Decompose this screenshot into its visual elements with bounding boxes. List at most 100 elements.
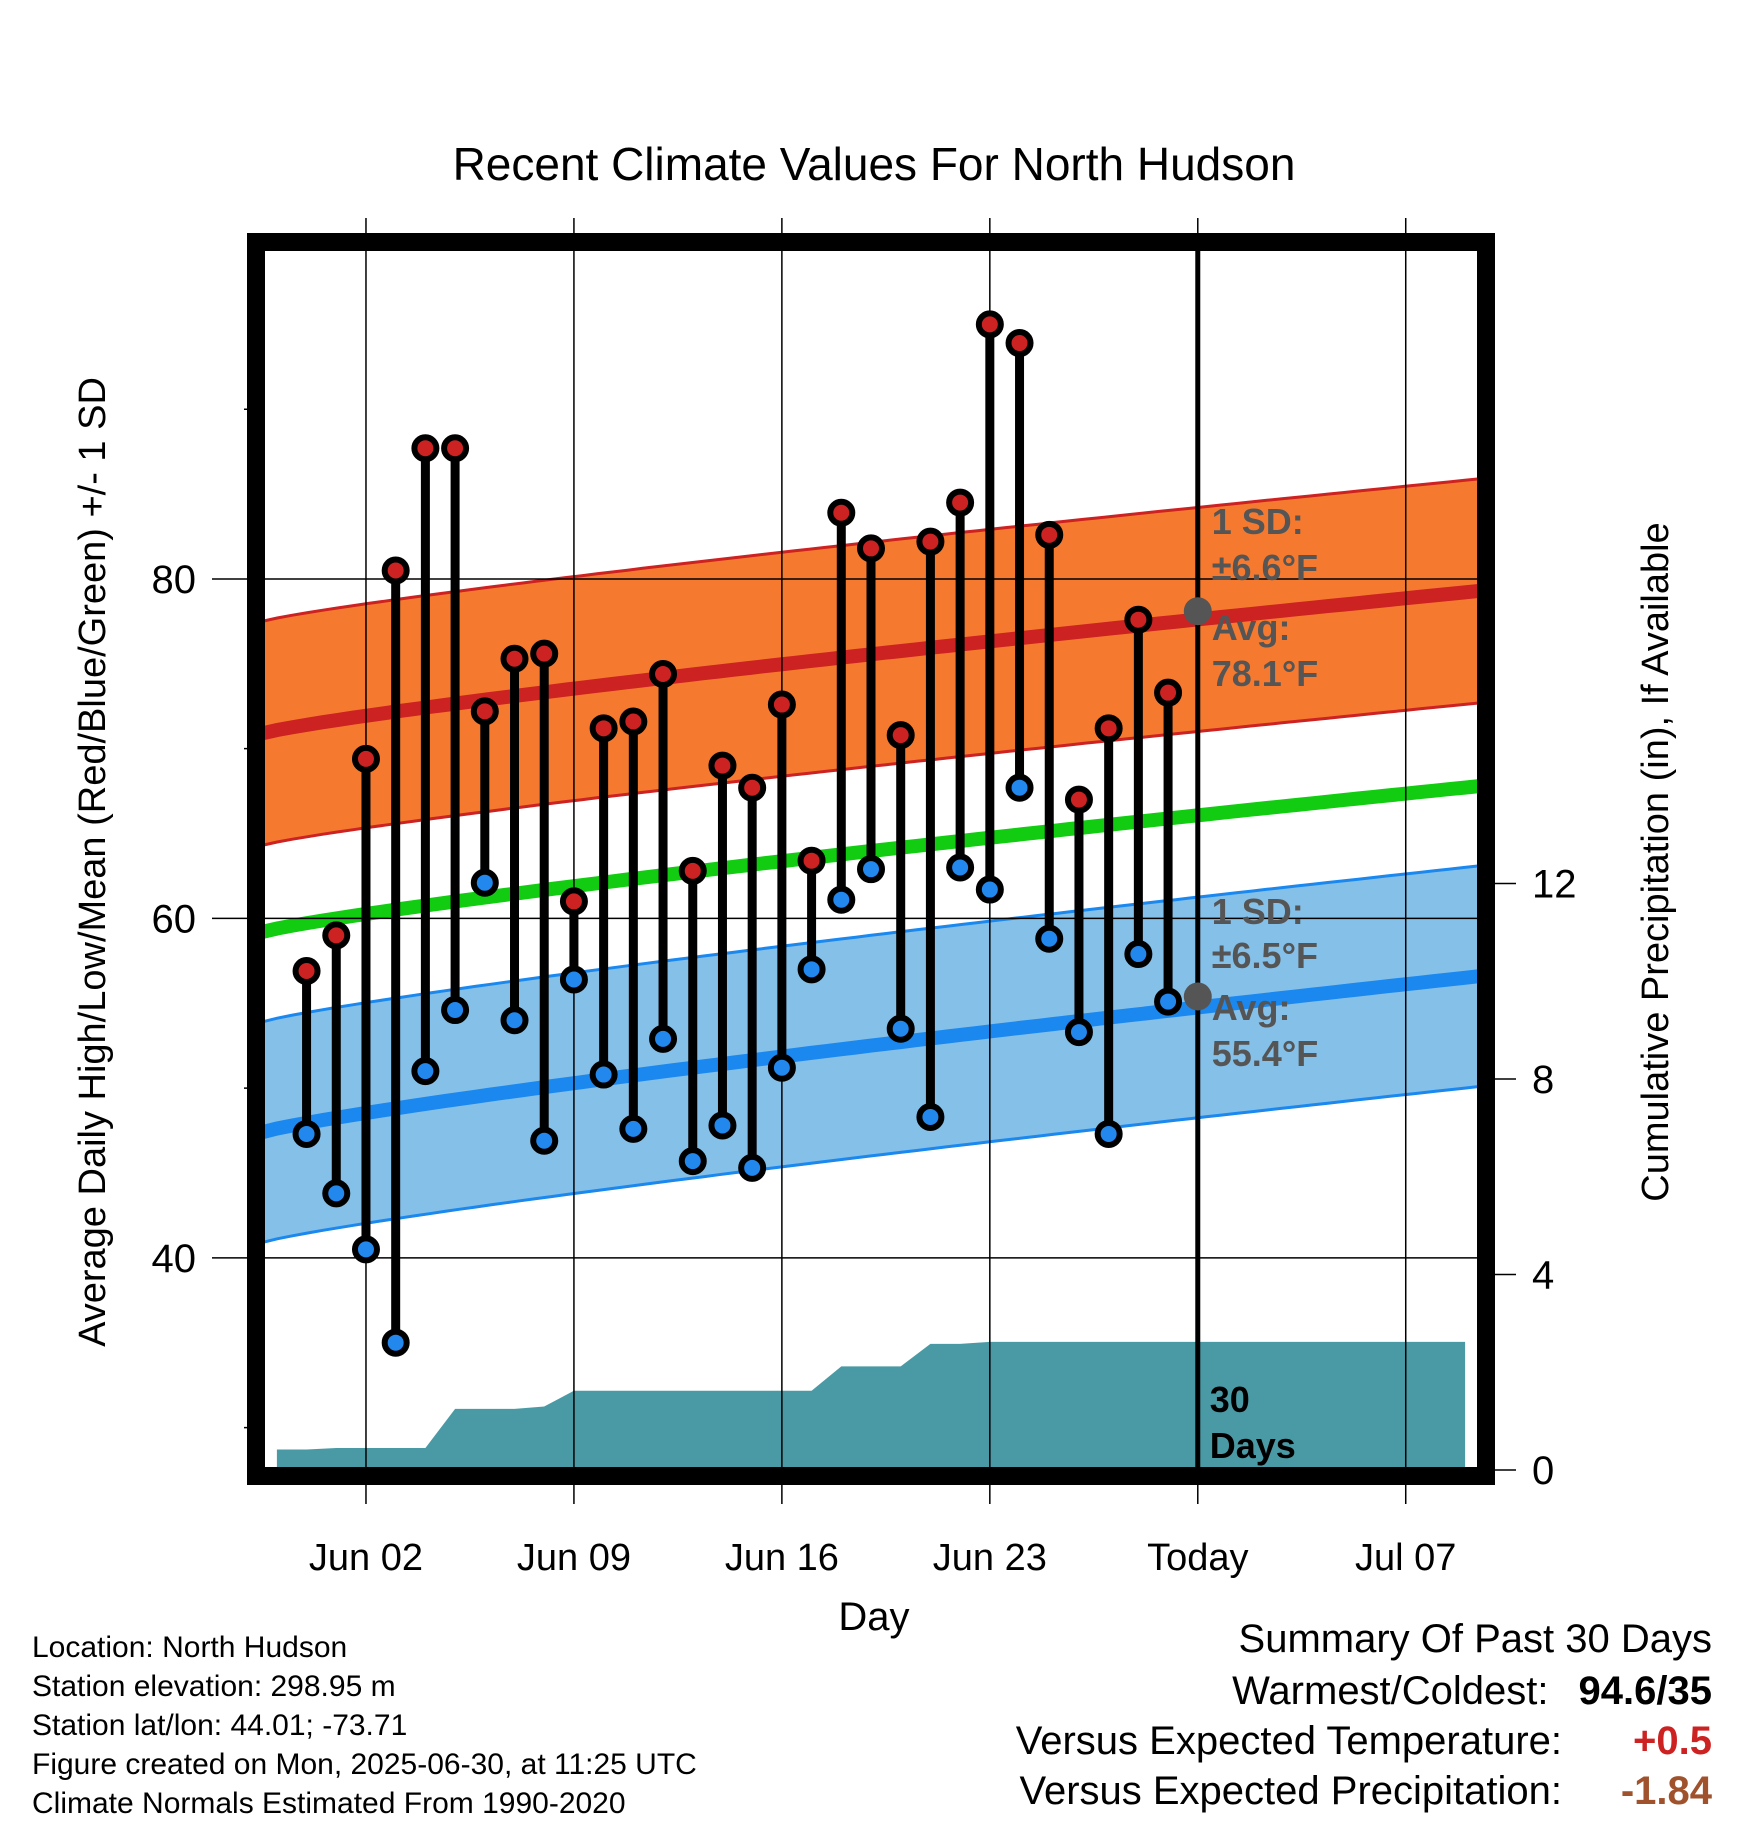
x-tick-label: Jun 23 bbox=[933, 1537, 1047, 1579]
daily-high-point bbox=[351, 744, 380, 773]
today-days-label-text: Days bbox=[1210, 1425, 1296, 1466]
low-avg-today-marker bbox=[1183, 982, 1212, 1011]
daily-low-point bbox=[708, 1111, 737, 1140]
daily-low-point bbox=[946, 853, 975, 882]
daily-high-point bbox=[916, 527, 945, 556]
daily-high-point bbox=[559, 887, 588, 916]
daily-high-point bbox=[886, 721, 915, 750]
daily-high-point bbox=[1005, 329, 1034, 358]
y-tick-label-left: 60 bbox=[152, 897, 197, 941]
plot-area: Jun 02 Jun 09 Jun 16 Jun 23 Today Jul 0740608… bbox=[152, 218, 1577, 1579]
warmest-coldest-value: 94.6/35 bbox=[1578, 1669, 1712, 1713]
daily-low-point bbox=[381, 1328, 410, 1357]
daily-low-point bbox=[678, 1147, 707, 1176]
daily-high-point bbox=[292, 957, 321, 986]
low-sd-label: 1 SD: bbox=[1212, 891, 1304, 932]
high-sd-value: ±6.6°F bbox=[1212, 547, 1318, 588]
today-days-label-number: 30 bbox=[1210, 1379, 1250, 1420]
daily-high-point bbox=[470, 697, 499, 726]
latlon-text: Station lat/lon: 44.01; -73.71 bbox=[32, 1709, 408, 1742]
warmest-coldest-label: Warmest/Coldest: bbox=[1232, 1669, 1549, 1713]
precip-anomaly-value: -1.84 bbox=[1620, 1769, 1712, 1813]
low-sd-band bbox=[262, 865, 1480, 1243]
daily-low-point bbox=[351, 1235, 380, 1264]
y-axis-label-right: Cumulative Precipitation (in), If Availa… bbox=[1635, 522, 1677, 1201]
daily-low-point bbox=[441, 996, 470, 1025]
daily-low-point bbox=[1035, 924, 1064, 953]
daily-high-point bbox=[797, 846, 826, 875]
daily-low-point bbox=[619, 1114, 648, 1143]
daily-low-point bbox=[738, 1153, 767, 1182]
daily-high-point bbox=[619, 707, 648, 736]
created-text: Figure created on Mon, 2025-06-30, at 11… bbox=[32, 1748, 697, 1781]
summary-title: Summary Of Past 30 Days bbox=[1238, 1617, 1712, 1661]
temp-anomaly-label: Versus Expected Temperature: bbox=[1015, 1719, 1562, 1763]
daily-high-point bbox=[322, 921, 351, 950]
daily-high-point bbox=[1154, 678, 1183, 707]
daily-high-point bbox=[649, 660, 678, 689]
summary-panel: Summary Of Past 30 Days Warmest/Coldest:… bbox=[1016, 1617, 1712, 1819]
daily-low-point bbox=[411, 1057, 440, 1086]
precip-anomaly-label: Versus Expected Precipitation: bbox=[1019, 1769, 1562, 1813]
daily-high-point bbox=[589, 714, 618, 743]
daily-high-point bbox=[441, 434, 470, 463]
daily-low-point bbox=[857, 855, 885, 884]
low-avg-value: 55.4°F bbox=[1212, 1033, 1318, 1074]
normals-text: Climate Normals Estimated From 1990-2020 bbox=[32, 1787, 626, 1820]
y-tick-label-left: 40 bbox=[152, 1237, 197, 1281]
daily-low-point bbox=[886, 1014, 915, 1043]
daily-low-point bbox=[1094, 1119, 1123, 1148]
y-tick-label-right: 4 bbox=[1532, 1253, 1554, 1297]
daily-high-point bbox=[500, 644, 529, 673]
low-normal-line bbox=[260, 969, 1481, 1140]
daily-low-point bbox=[322, 1179, 351, 1208]
daily-low-point bbox=[975, 875, 1004, 904]
daily-high-point bbox=[678, 856, 707, 885]
daily-high-point bbox=[767, 690, 796, 719]
low-sd-value: ±6.5°F bbox=[1212, 935, 1318, 976]
elevation-text: Station elevation: 298.95 m bbox=[32, 1670, 396, 1703]
daily-high-point bbox=[411, 434, 440, 463]
daily-high-point bbox=[530, 639, 559, 668]
daily-low-point bbox=[292, 1119, 321, 1148]
high-sd-label: 1 SD: bbox=[1212, 501, 1304, 542]
chart-title: Recent Climate Values For North Hudson bbox=[453, 138, 1296, 190]
daily-low-point bbox=[767, 1053, 796, 1082]
daily-low-point bbox=[559, 965, 588, 994]
daily-low-point bbox=[1005, 773, 1034, 802]
station-metadata: Location: North Hudson Station elevation… bbox=[32, 1628, 697, 1823]
x-tick-label: Today bbox=[1147, 1537, 1248, 1579]
location-text: Location: North Hudson bbox=[32, 1631, 348, 1664]
daily-high-point bbox=[1124, 605, 1153, 634]
low-sd-band-upper-edge bbox=[261, 864, 1481, 1024]
x-tick-label: Jun 09 bbox=[517, 1537, 631, 1579]
daily-low-point bbox=[1064, 1018, 1093, 1047]
y-axis-label-left: Average Daily High/Low/Mean (Red/Blue/Gr… bbox=[72, 377, 114, 1347]
daily-low-point bbox=[916, 1102, 945, 1131]
daily-high-point bbox=[708, 751, 737, 780]
high-avg-value: 78.1°F bbox=[1212, 653, 1318, 694]
daily-low-point bbox=[797, 955, 826, 984]
temp-anomaly-value: +0.5 bbox=[1633, 1719, 1712, 1763]
plot-frame bbox=[247, 233, 1495, 1485]
x-tick-label: Jun 16 bbox=[725, 1537, 839, 1579]
y-tick-label-right: 12 bbox=[1532, 862, 1577, 906]
daily-low-point bbox=[500, 1006, 529, 1035]
daily-high-point bbox=[1094, 714, 1123, 743]
y-tick-label-right: 8 bbox=[1532, 1058, 1554, 1102]
daily-high-point bbox=[975, 310, 1004, 339]
daily-low-point bbox=[827, 885, 856, 914]
y-tick-label-right: 0 bbox=[1532, 1449, 1554, 1493]
daily-low-point bbox=[649, 1024, 678, 1053]
daily-low-point bbox=[589, 1060, 618, 1089]
daily-low-point bbox=[1124, 940, 1153, 969]
low-sd-band-lower-edge bbox=[261, 1084, 1481, 1245]
low-avg-label: Avg: bbox=[1212, 987, 1291, 1028]
daily-high-point bbox=[1035, 520, 1064, 549]
daily-low-point bbox=[1154, 987, 1183, 1016]
daily-high-point bbox=[946, 488, 975, 517]
high-avg-label: Avg: bbox=[1212, 607, 1291, 648]
daily-low-point bbox=[530, 1126, 559, 1155]
daily-low-point bbox=[470, 868, 499, 897]
